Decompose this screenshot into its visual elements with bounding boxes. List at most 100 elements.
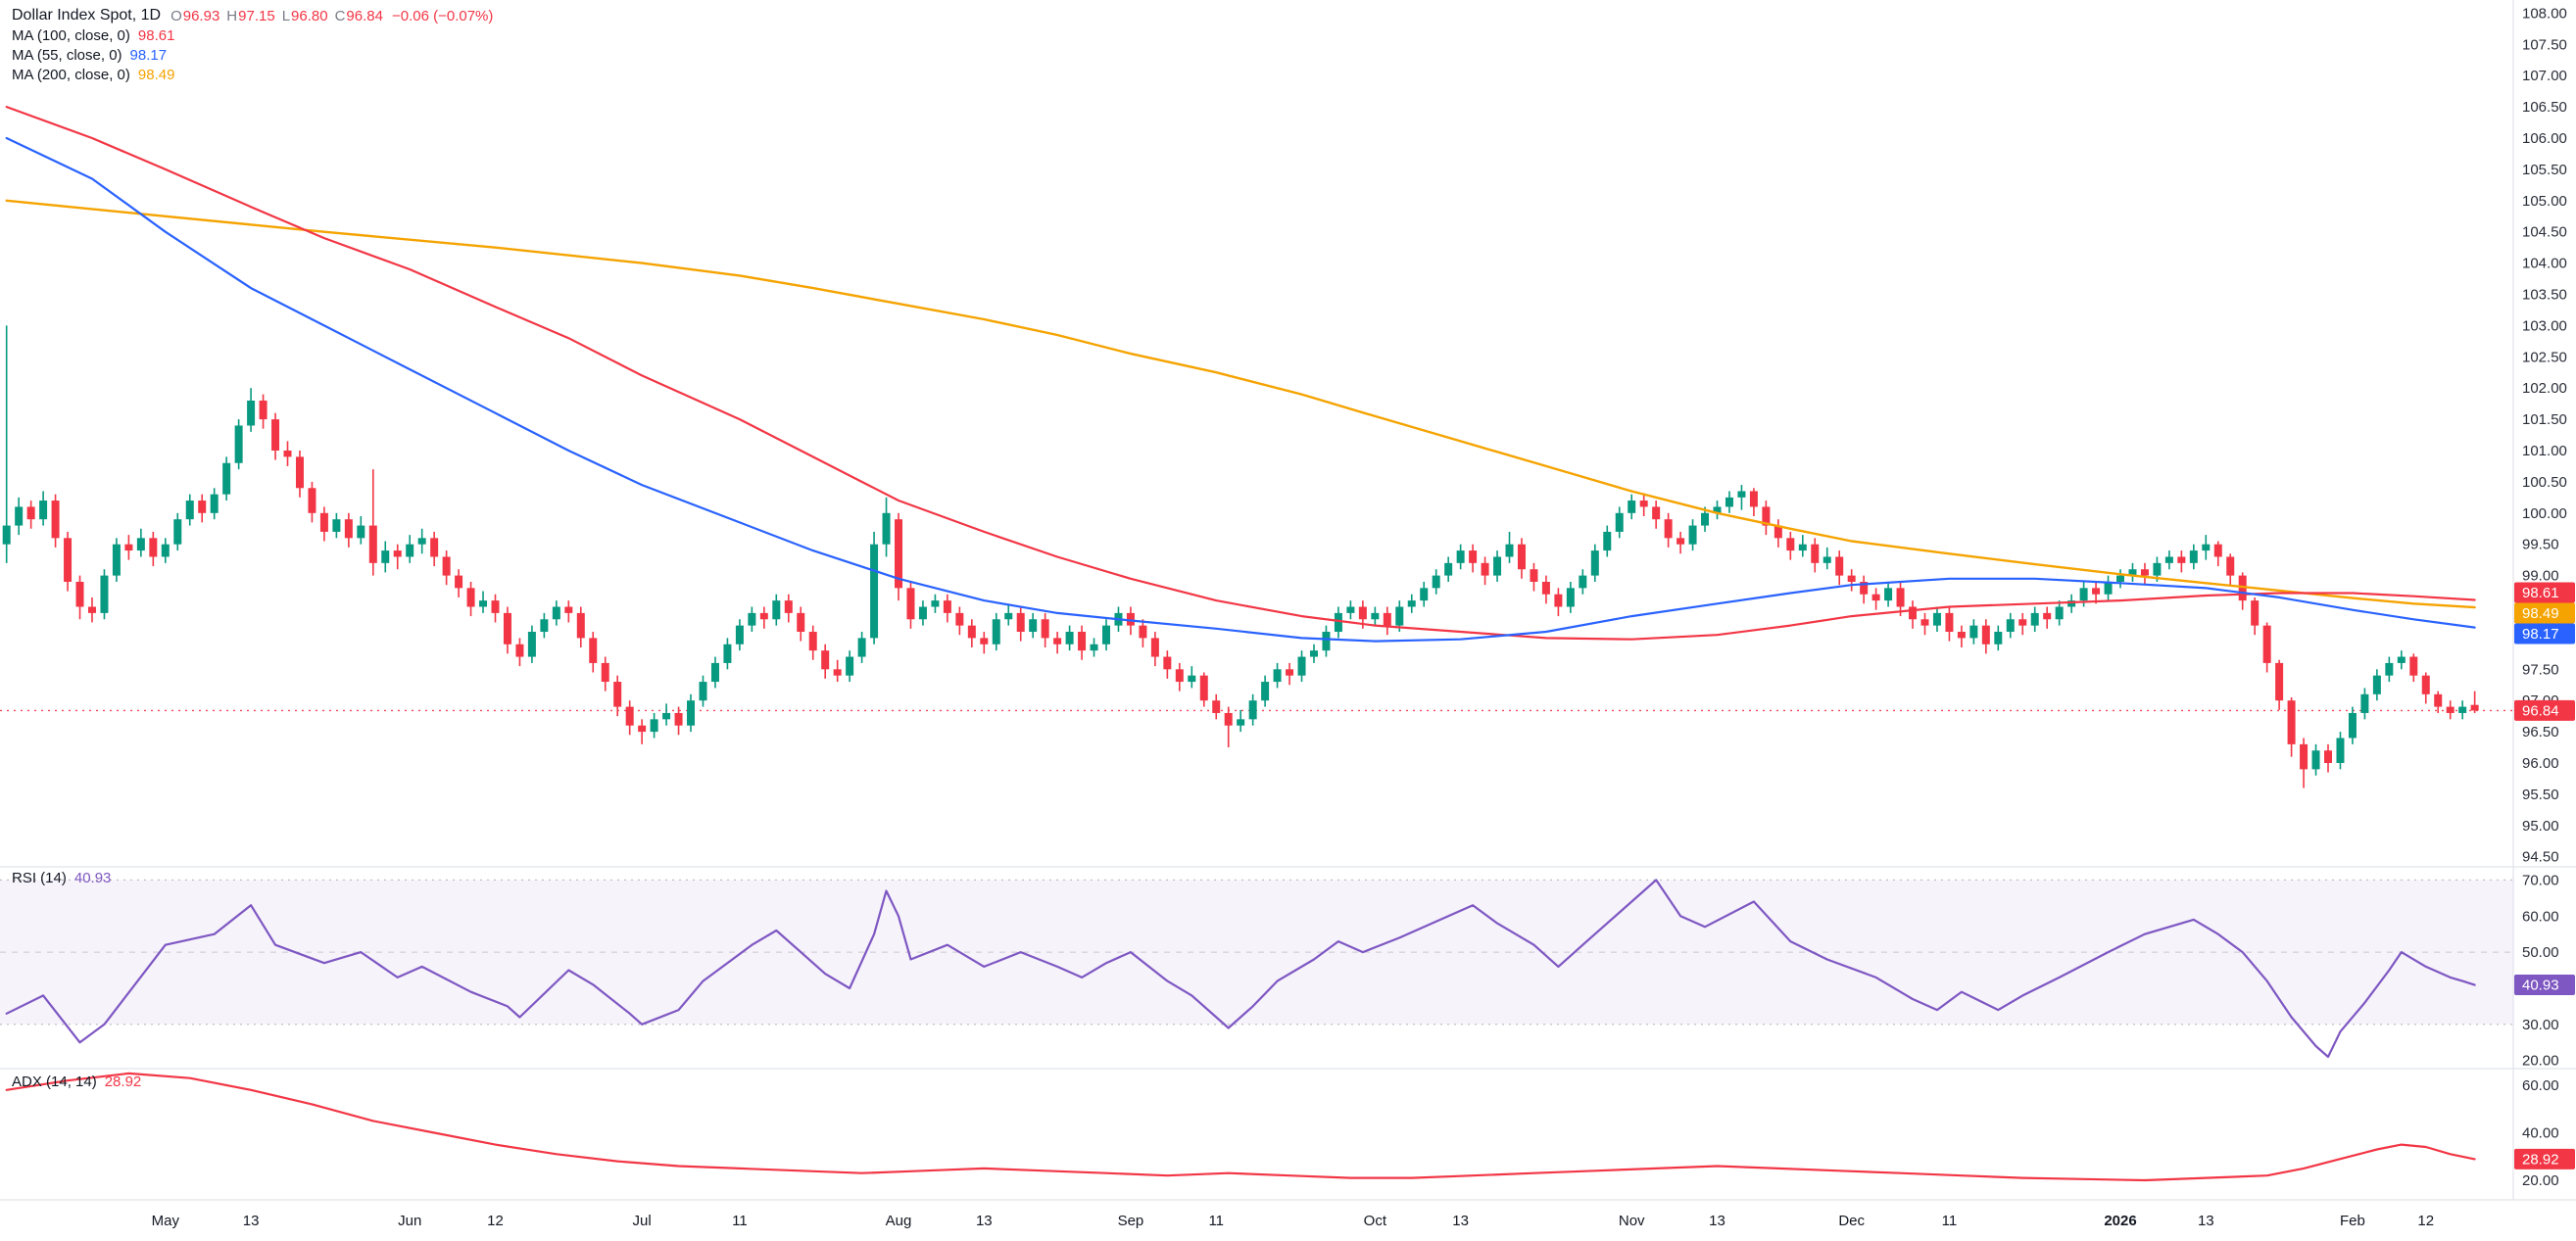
- time-axis-label: Sep: [1118, 1213, 1144, 1229]
- candle-body: [2140, 569, 2149, 576]
- candle-body: [1126, 612, 1135, 626]
- price-axis-label: 103.00: [2522, 317, 2567, 334]
- candle-body: [601, 662, 609, 683]
- rsi-line: [5, 879, 2476, 1059]
- time-axis-label: 11: [1942, 1213, 1958, 1229]
- time-axis-label: Jun: [398, 1213, 421, 1229]
- candle-body: [1297, 656, 1306, 676]
- candle-body: [1639, 501, 1648, 507]
- candle-body: [1188, 675, 1196, 683]
- candle-body: [308, 488, 316, 513]
- candle-body: [833, 669, 842, 676]
- candle-body: [1652, 506, 1661, 520]
- candle-body: [1273, 669, 1282, 683]
- candle-body: [2067, 600, 2076, 607]
- candle-body: [136, 538, 145, 551]
- price-axis-label: 106.50: [2522, 99, 2567, 116]
- candle-body: [1004, 612, 1013, 620]
- candle-body: [2311, 750, 2320, 770]
- candle-body: [650, 719, 658, 733]
- indicator-legend: Dollar Index Spot, 1D O96.93 H97.15 L96.…: [12, 7, 493, 83]
- candle-body: [2434, 693, 2443, 707]
- ma200-legend-row[interactable]: MA (200, close, 0) 98.49: [12, 66, 493, 83]
- candle-body: [1835, 556, 1844, 576]
- svg-text:28.92: 28.92: [2522, 1151, 2559, 1168]
- candle-body: [967, 625, 976, 639]
- price-axis-label: 101.50: [2522, 411, 2567, 428]
- symbol-legend-row[interactable]: Dollar Index Spot, 1D O96.93 H97.15 L96.…: [12, 7, 493, 24]
- price-axis-label: 97.50: [2522, 661, 2559, 678]
- candle-body: [1811, 544, 1820, 563]
- ma-100-line: [5, 106, 2476, 641]
- symbol-title: Dollar Index Spot, 1D: [12, 7, 162, 24]
- svg-text:98.17: 98.17: [2522, 626, 2559, 643]
- time-axis-label: Nov: [1619, 1213, 1645, 1229]
- candle-body: [846, 656, 854, 676]
- candle-body: [1628, 501, 1636, 513]
- candle-body: [259, 400, 267, 420]
- candle-body: [161, 544, 170, 557]
- candle-body: [406, 544, 414, 557]
- time-axis-label: 12: [2417, 1213, 2434, 1229]
- candle-body: [2092, 588, 2101, 595]
- candle-body: [1823, 556, 1831, 563]
- candle-body: [185, 501, 194, 520]
- candle-body: [247, 400, 256, 426]
- candle-body: [613, 682, 622, 707]
- candle-body: [124, 544, 133, 551]
- rsi-axis-label: 30.00: [2522, 1017, 2559, 1033]
- ma55-label: MA (55, close, 0): [12, 46, 122, 64]
- candle-body: [283, 451, 292, 457]
- candle-body: [906, 588, 915, 620]
- rsi-axis-label: 70.00: [2522, 872, 2559, 888]
- time-axis-label: Aug: [886, 1213, 912, 1229]
- time-axis-label: Feb: [2340, 1213, 2365, 1229]
- candle-body: [2385, 662, 2394, 676]
- candle-body: [2, 525, 11, 545]
- time-axis[interactable]: May 13 Jun 12 Jul 11 Aug 13 Sep 11 Oct 13 Nov 13 Dec 11…: [152, 1213, 2434, 1229]
- candle-body: [1139, 625, 1147, 639]
- last-price-badge: 96.84: [2514, 699, 2575, 721]
- candle-body: [2421, 675, 2430, 694]
- ma55-price-badge: 98.17: [2514, 623, 2575, 644]
- candle-body: [2409, 656, 2418, 676]
- ma100-legend-row[interactable]: MA (100, close, 0) 98.61: [12, 26, 493, 44]
- ma100-price-badge: 98.61: [2514, 582, 2575, 603]
- price-axis-label: 106.00: [2522, 130, 2567, 147]
- candle-body: [112, 544, 121, 576]
- candle-body: [1713, 506, 1722, 513]
- candle-body: [1469, 550, 1478, 563]
- candle-body: [1383, 612, 1391, 626]
- candle-body: [39, 501, 48, 520]
- candle-body: [234, 425, 243, 463]
- svg-text:40.93: 40.93: [2522, 978, 2559, 994]
- candle-body: [1969, 625, 1978, 639]
- candle-body: [772, 600, 781, 620]
- candle-body: [2458, 706, 2467, 713]
- candle-body: [2006, 619, 2015, 633]
- candle-body: [149, 538, 158, 557]
- candle-body: [2116, 575, 2125, 582]
- time-axis-label: 13: [1709, 1213, 1725, 1229]
- candle-body: [918, 606, 927, 620]
- ma55-legend-row[interactable]: MA (55, close, 0) 98.17: [12, 46, 493, 64]
- time-axis-label: 13: [1452, 1213, 1469, 1229]
- candle-body: [2202, 544, 2211, 551]
- time-axis-label: May: [152, 1213, 180, 1229]
- high-pair: H97.15: [226, 8, 274, 24]
- candle-body: [674, 712, 683, 726]
- close-pair: C96.84: [335, 8, 383, 24]
- candle-body: [271, 419, 280, 451]
- candle-body: [1199, 675, 1208, 701]
- candle-body: [1102, 625, 1110, 644]
- candle-body: [1884, 588, 1893, 601]
- price-axis-label: 102.00: [2522, 380, 2567, 397]
- candle-body: [2372, 675, 2381, 694]
- candle-body: [1664, 519, 1673, 539]
- rsi-legend-row[interactable]: RSI (14) 40.93: [12, 870, 111, 886]
- candle-body: [344, 519, 353, 539]
- candlestick-series: [2, 325, 2479, 788]
- candle-body: [503, 612, 511, 644]
- adx-legend-row[interactable]: ADX (14, 14) 28.92: [12, 1074, 141, 1090]
